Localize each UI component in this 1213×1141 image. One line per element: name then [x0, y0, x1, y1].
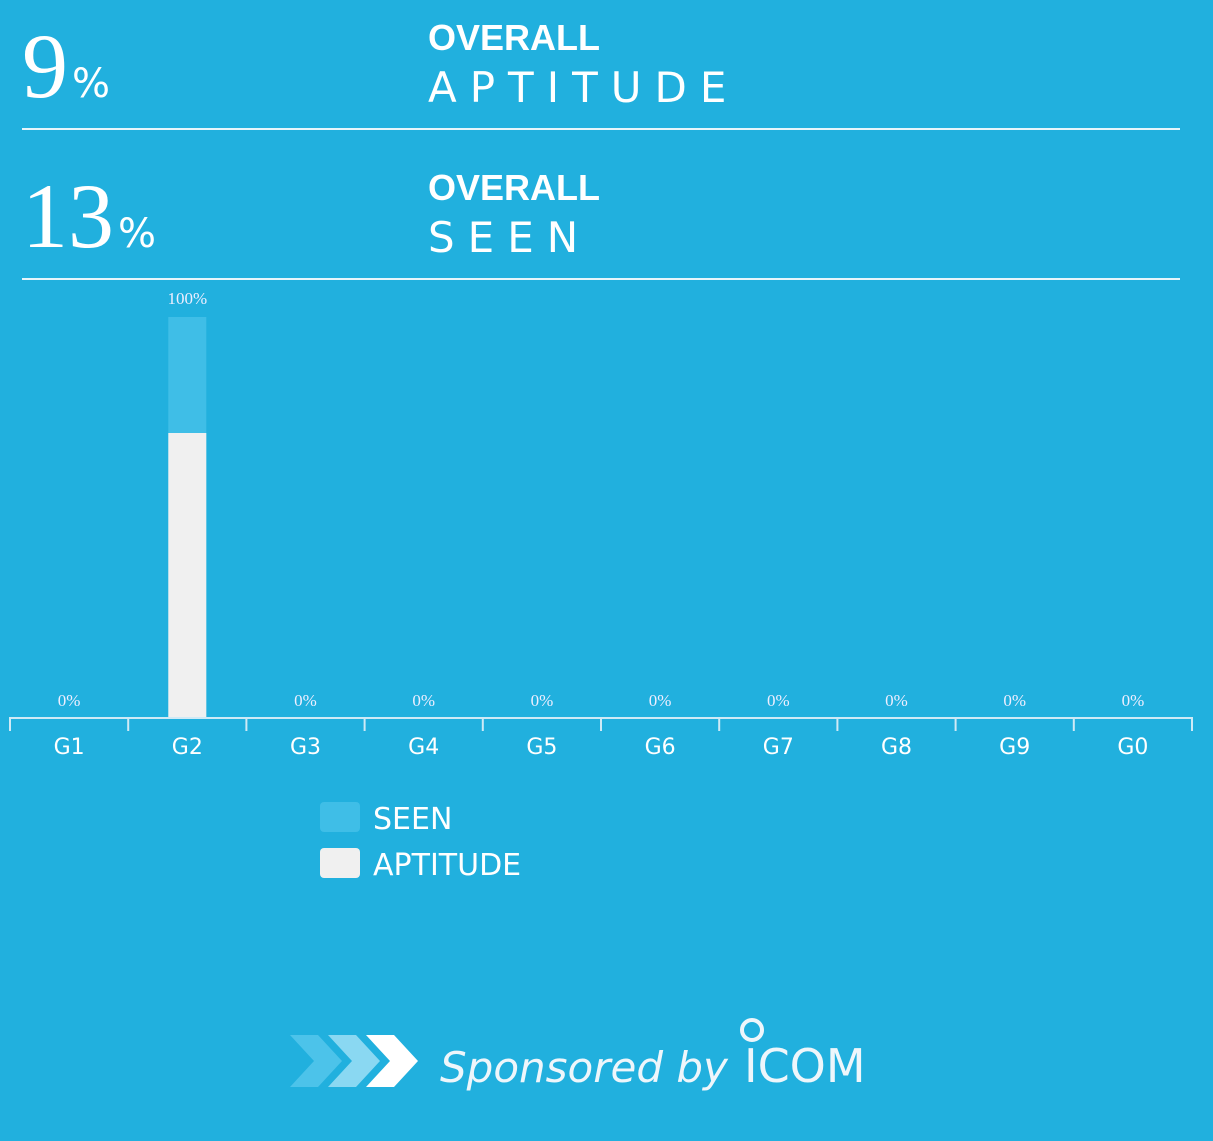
legend-swatch	[320, 848, 360, 878]
x-tick-label: G3	[290, 735, 321, 760]
value-label: 0%	[58, 691, 81, 710]
value-label: 100%	[167, 289, 207, 308]
value-label: 0%	[885, 691, 908, 710]
stat-value: 9%	[22, 15, 110, 117]
value-label: 0%	[412, 691, 435, 710]
legend-label: SEEN	[373, 802, 452, 837]
value-label: 0%	[1003, 691, 1026, 710]
x-tick-label: G2	[172, 735, 203, 760]
sponsor-text: Sponsored by	[440, 1043, 729, 1092]
value-label: 0%	[767, 691, 790, 710]
x-tick-label: G7	[763, 735, 794, 760]
x-tick-label: G6	[645, 735, 676, 760]
bar	[168, 433, 207, 717]
legend-label: APTITUDE	[373, 848, 521, 883]
legend-swatch	[320, 802, 360, 832]
stat-unit: %	[72, 61, 110, 107]
stat-label-bottom: SEEN	[428, 213, 591, 262]
x-tick-label: G9	[999, 735, 1030, 760]
value-label: 0%	[294, 691, 317, 710]
stats: 9 % OVERALL APTITUDE 13 % OVERALL SEEN	[22, 15, 1180, 280]
x-tick-label: G1	[54, 735, 85, 760]
value-label: 0%	[531, 691, 554, 710]
stat-value: 13%	[22, 165, 156, 267]
stat-number: 9	[22, 15, 68, 117]
x-tick-label: G0	[1117, 735, 1148, 760]
x-tick-label: G4	[408, 735, 439, 760]
sponsor-logo	[290, 1018, 764, 1087]
x-tick-label: G5	[526, 735, 557, 760]
stat-label-bottom: APTITUDE	[428, 63, 739, 112]
stat-label-top: OVERALL	[428, 17, 600, 58]
value-label: 0%	[649, 691, 672, 710]
stat-label-top: OVERALL	[428, 167, 600, 208]
sponsor-brand: ICOM	[744, 1039, 866, 1093]
x-tick-label: G8	[881, 735, 912, 760]
stat-unit: %	[118, 211, 156, 257]
stat-number: 13	[22, 165, 114, 267]
value-label: 0%	[1122, 691, 1145, 710]
